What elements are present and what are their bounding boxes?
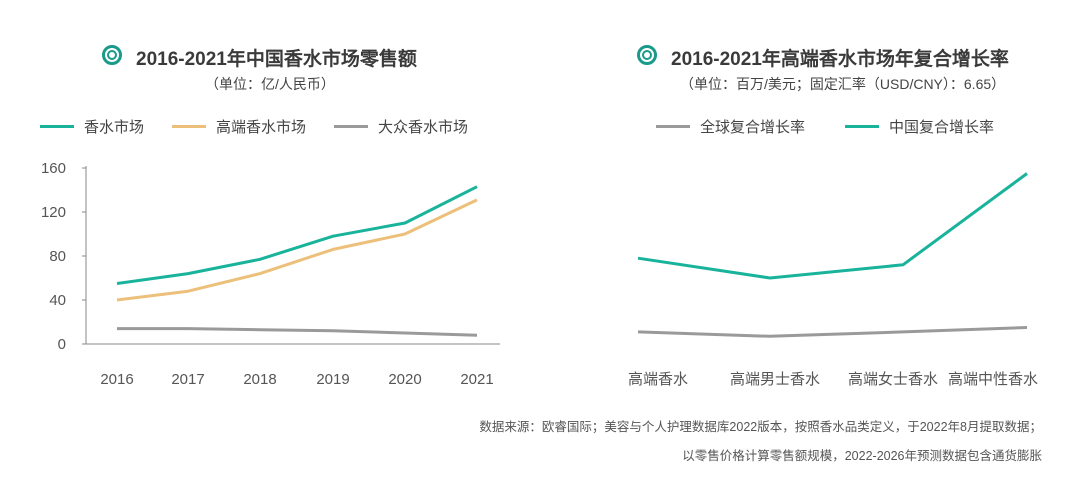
chart2-title: 2016-2021年高端香水市场年复合增长率 (671, 49, 1009, 70)
legend-label: 中国复合增长率 (889, 119, 995, 136)
series-line (637, 326, 1028, 338)
y-tick-label: 80 (49, 248, 66, 265)
legend-item: 香水市场 (40, 116, 144, 137)
legend-label: 香水市场 (84, 119, 145, 136)
legend-swatch (845, 125, 880, 128)
legend-label: 高端香水市场 (216, 119, 307, 136)
legend-swatch (334, 125, 369, 128)
x-tick-label: 2018 (243, 371, 276, 388)
y-tick-label: 40 (49, 292, 66, 309)
y-tick-label: 120 (41, 204, 66, 221)
x-tick-label: 2017 (171, 371, 204, 388)
x-tick-label: 高端女士香水 (848, 370, 938, 388)
x-tick-label: 2021 (460, 371, 493, 388)
legend-item: 高端香水市场 (172, 116, 306, 137)
legend-item: 全球复合增长率 (656, 116, 805, 137)
chart1-title: 2016-2021年中国香水市场零售额 (136, 49, 417, 70)
footnote-line2: 以零售价格计算零售额规模，2022-2026年预测数据包含通货膨胀 (682, 449, 1042, 463)
series-line (117, 327, 478, 337)
x-tick-label: 2019 (316, 371, 349, 388)
y-tick-label: 0 (58, 336, 66, 353)
legend-swatch (172, 125, 207, 128)
x-tick-label: 2020 (388, 371, 421, 388)
legend-swatch (40, 125, 74, 128)
x-tick-label: 高端中性香水 (948, 371, 1038, 388)
chart2-subtitle: （单位：百万/美元；固定汇率（USD/CNY）：6.65） (680, 76, 1006, 92)
chart1-subtitle: （单位：亿/人民币） (205, 76, 335, 92)
chart2-legend: 全球复合增长率 中国复合增长率 (656, 116, 994, 137)
double-ring-icon (637, 45, 657, 65)
legend-item: 大众香水市场 (334, 116, 468, 137)
series-line (637, 172, 1028, 280)
double-ring-icon (102, 45, 122, 65)
series-line (116, 198, 478, 302)
legend-swatch (656, 125, 690, 128)
chart1-legend: 香水市场 高端香水市场 大众香水市场 (40, 116, 468, 137)
x-tick-label: 高端男士香水 (730, 371, 820, 388)
legend-label: 大众香水市场 (378, 119, 469, 136)
footnote-line1: 数据来源：欧睿国际；美容与个人护理数据库2022版本，按照香水品类定义，于202… (479, 420, 1042, 434)
legend-item: 中国复合增长率 (845, 116, 994, 137)
legend-label: 全球复合增长率 (700, 119, 806, 136)
x-tick-label: 2016 (100, 371, 133, 388)
series-line (116, 185, 478, 285)
y-tick-label: 160 (41, 160, 66, 177)
x-tick-label: 高端香水 (628, 371, 688, 388)
